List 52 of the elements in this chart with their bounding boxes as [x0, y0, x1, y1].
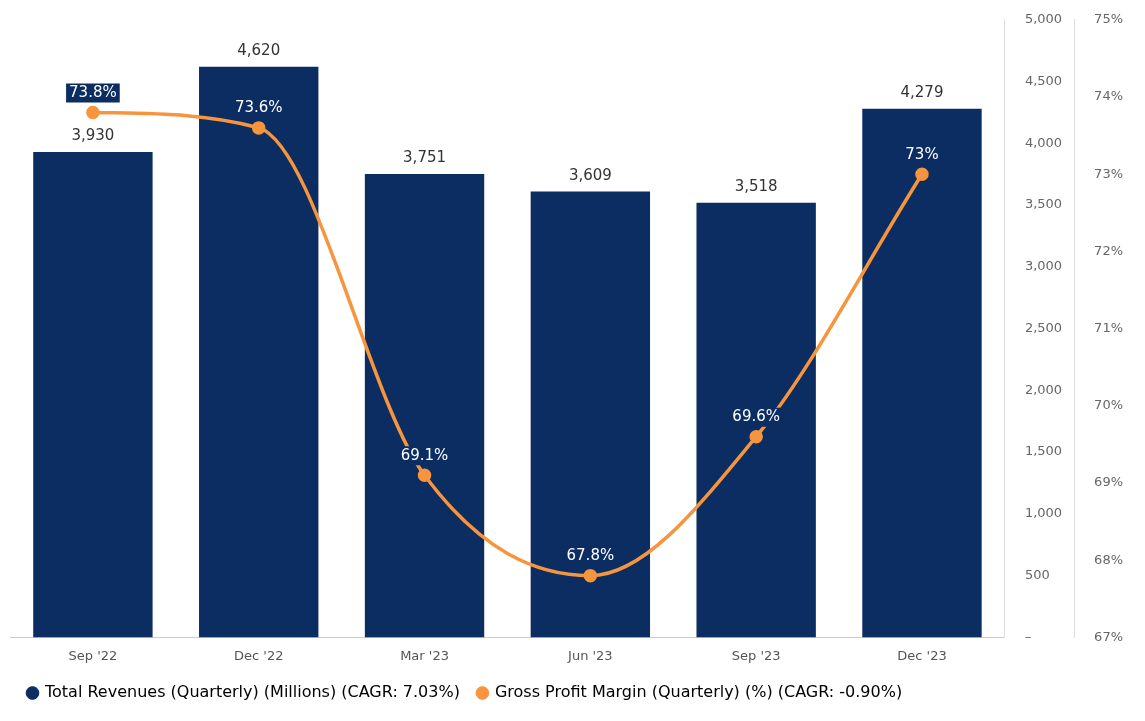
data-label: 3,751	[403, 148, 447, 167]
data-label: 3,609	[568, 166, 612, 185]
y-tick-label: 4,000	[1024, 134, 1063, 150]
y2-tick-label: 75%	[1094, 11, 1124, 27]
y-tick-label: 3,500	[1024, 196, 1063, 212]
y-tick-label: 1,500	[1024, 443, 1063, 459]
data-label: 73.6%	[234, 98, 283, 117]
data-label: 69.1%	[400, 445, 449, 464]
bar	[33, 151, 153, 638]
x-tick-label: Sep '22	[68, 647, 118, 663]
data-label: 4,620	[237, 41, 281, 60]
point	[749, 429, 763, 444]
point	[86, 105, 100, 120]
y2-tick-label: 68%	[1094, 551, 1124, 567]
y-tick-label: –	[1024, 628, 1032, 644]
bar	[530, 191, 651, 638]
data-label: 67.8%	[566, 546, 615, 565]
data-label: 4,279	[900, 83, 944, 102]
legend-label: Gross Profit Margin (Quarterly) (%) (CAGR: -0.90%)	[494, 682, 903, 702]
point	[251, 121, 266, 135]
point	[915, 167, 929, 181]
y-tick-label: 2,000	[1024, 381, 1063, 397]
point	[417, 468, 432, 483]
y-tick-label: 1,000	[1024, 505, 1063, 521]
y2-tick-label: 71%	[1094, 319, 1124, 335]
y-tick-label: 3,000	[1024, 258, 1063, 274]
x-tick-label: Mar '23	[400, 647, 449, 663]
y2-tick-label: 74%	[1094, 88, 1124, 104]
x-tick-label: Sep '23	[731, 647, 781, 663]
y2-tick-label: 70%	[1094, 397, 1124, 413]
bar	[696, 202, 816, 638]
y-tick-label: 5,000	[1024, 11, 1063, 27]
data-label: 73%	[905, 144, 939, 163]
y-tick-label: 500	[1024, 567, 1050, 583]
y2-tick-label: 72%	[1094, 242, 1124, 258]
bar	[364, 174, 485, 638]
y2-tick-label: 69%	[1094, 474, 1124, 490]
point	[583, 568, 598, 583]
y2-tick-label: 73%	[1094, 165, 1124, 181]
data-label: 73.8%	[69, 82, 117, 101]
data-label: 3,930	[71, 126, 115, 145]
data-label: 3,518	[734, 177, 778, 196]
data-label: 69.6%	[732, 407, 780, 426]
y-tick-label: 4,500	[1024, 72, 1063, 88]
y-tick-label: 2,500	[1024, 319, 1063, 335]
x-tick-label: Jun '23	[567, 647, 613, 663]
x-tick-label: Dec '23	[897, 647, 947, 663]
legend-label: Total Revenues (Quarterly) (Millions) (CAGR: 7.03%)	[44, 682, 460, 702]
x-tick-label: Dec '22	[234, 647, 284, 663]
y2-tick-label: 67%	[1094, 628, 1124, 644]
bar	[862, 108, 982, 638]
bar	[199, 66, 319, 638]
